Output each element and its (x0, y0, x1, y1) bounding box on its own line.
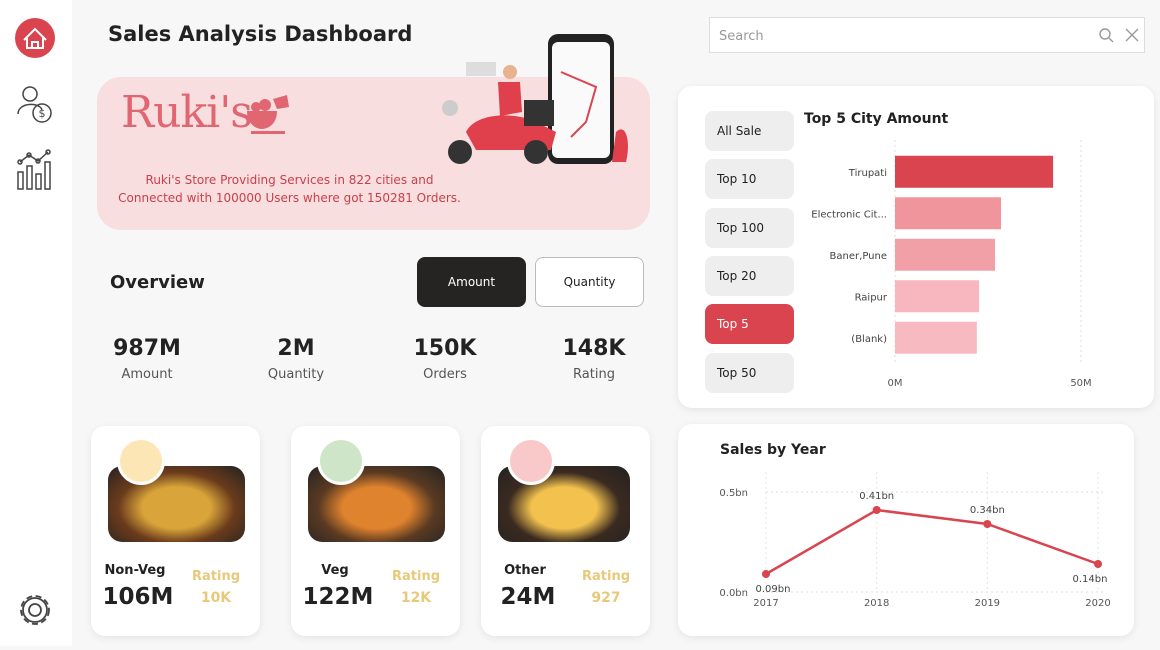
kpi-value: 148K (562, 336, 626, 361)
filter-option[interactable]: Top 50 (705, 352, 794, 393)
food-value: 122M (302, 584, 374, 610)
toggle-button[interactable]: Amount (417, 257, 526, 307)
y-tick-label: Baner,Pune (830, 251, 887, 262)
bar (895, 197, 1002, 230)
kpi: 148K Rating (534, 336, 654, 382)
data-label: 0.41bn (859, 491, 894, 502)
bar (895, 321, 977, 354)
food-icon (117, 437, 165, 485)
sidebar: $ (0, 0, 72, 646)
year-chart-title: Sales by Year (720, 442, 826, 458)
brand-name: Ruki's (121, 87, 253, 138)
bar (895, 155, 1054, 188)
kpi-value: 150K (413, 336, 477, 361)
kpi-value: 2M (277, 336, 315, 361)
sales-line (765, 508, 1099, 576)
food-name: Other (504, 563, 546, 578)
food-name: Non-Veg (104, 563, 166, 578)
toggle-button[interactable]: Quantity (535, 257, 644, 307)
food-value: 106M (102, 584, 174, 610)
y-tick-label: (Blank) (851, 334, 887, 345)
y-tick-label: Electronic Cit... (811, 209, 887, 220)
kpi-label: Amount (121, 367, 173, 382)
data-label: 0.14bn (1073, 574, 1108, 585)
bar (895, 238, 996, 271)
rating-value: 927 (591, 590, 621, 606)
kpi-label: Rating (573, 367, 615, 382)
svg-text:$: $ (39, 107, 46, 120)
page-title: Sales Analysis Dashboard (108, 22, 413, 46)
food-name: Veg (321, 563, 349, 578)
overview-title: Overview (110, 272, 205, 293)
x-tick-label: 2019 (975, 598, 1000, 609)
kpi: 150K Orders (385, 336, 505, 382)
kpi: 2M Quantity (236, 336, 356, 382)
city-chart: 0M 50M Tirupati Electronic Cit... Baner,Pune… (811, 140, 1092, 389)
y-tick-label: 0.5bn (719, 488, 748, 499)
y-tick-label: Tirupati (848, 168, 887, 179)
x-tick-label: 2020 (1085, 598, 1110, 609)
city-chart-title: Top 5 City Amount (804, 111, 949, 127)
analytics-icon[interactable] (17, 149, 51, 190)
year-card (678, 424, 1134, 636)
settings-icon[interactable] (20, 595, 50, 625)
data-label: 0.34bn (970, 505, 1005, 516)
point (1094, 560, 1102, 568)
point (762, 570, 770, 578)
sidebar-icons: $ (15, 18, 55, 625)
kpi-label: Orders (423, 367, 467, 382)
bar (895, 280, 980, 313)
filter-option[interactable]: Top 5 (705, 304, 794, 345)
kpi-label: Quantity (267, 367, 325, 382)
point (983, 520, 992, 528)
rating-label: Rating (391, 569, 440, 584)
search-placeholder: Search (719, 29, 764, 44)
x-tick-label: 2018 (864, 598, 889, 609)
banner-line: Ruki's Store Providing Services in 822 c… (145, 173, 434, 187)
filter-option[interactable]: Top 100 (705, 207, 794, 248)
x-tick-label: 50M (1070, 378, 1091, 389)
brand-logo (247, 95, 289, 134)
customers-icon[interactable]: $ (17, 86, 52, 123)
search-box[interactable]: Search (709, 17, 1145, 53)
kpi-value: 987M (113, 336, 181, 361)
filter-option[interactable]: Top 20 (705, 255, 794, 296)
rating-label: Rating (191, 569, 240, 584)
y-tick-label: Raipur (855, 292, 888, 303)
food-icon (317, 437, 365, 485)
rating-value: 12K (400, 590, 432, 606)
filter-option[interactable]: Top 10 (705, 159, 794, 200)
banner-line: Connected with 100000 Users where got 15… (118, 191, 461, 205)
year-chart: 0.0bn 0.5bn 2017 2018 2019 2020 0.09bn 0.41bn 0.… (719, 472, 1111, 609)
search-icons (1099, 28, 1139, 43)
kpi: 987M Amount (87, 336, 207, 382)
food-icon (507, 437, 555, 485)
banner-text: Ruki's Store Providing Services in 822 c… (97, 171, 482, 207)
home-icon[interactable] (15, 18, 55, 58)
x-tick-label: 0M (888, 378, 903, 389)
y-tick-label: 0.0bn (719, 588, 748, 599)
x-tick-label: 2017 (753, 598, 778, 609)
filter-option[interactable]: All Sale (705, 111, 794, 151)
food-value: 24M (500, 584, 556, 610)
rating-value: 10K (200, 590, 232, 606)
data-label: 0.09bn (756, 584, 791, 595)
rating-label: Rating (581, 569, 630, 584)
delivery-illustration (442, 34, 628, 164)
point (872, 506, 881, 514)
